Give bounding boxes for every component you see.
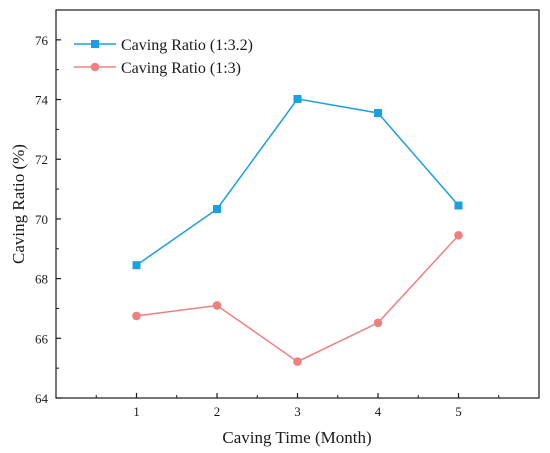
legend-label: Caving Ratio (1:3) xyxy=(121,60,241,77)
x-tick-label: 1 xyxy=(133,404,140,419)
data-point xyxy=(213,301,222,310)
legend-marker xyxy=(91,63,100,72)
data-point xyxy=(213,205,221,213)
data-point xyxy=(455,201,463,209)
x-tick-label: 2 xyxy=(214,404,221,419)
x-tick-label: 4 xyxy=(375,404,382,419)
data-point xyxy=(454,231,463,240)
legend-marker xyxy=(91,40,99,48)
y-tick-label: 64 xyxy=(35,391,49,406)
y-tick-label: 66 xyxy=(35,331,49,346)
x-tick-label: 5 xyxy=(455,404,462,419)
series-line xyxy=(137,99,459,265)
y-axis-ticks: 64 66 68 70 72 74 76 xyxy=(35,33,61,406)
data-point xyxy=(293,357,302,366)
data-point xyxy=(132,312,141,321)
data-point xyxy=(133,261,141,269)
y-tick-label: 68 xyxy=(35,272,48,287)
x-tick-label: 3 xyxy=(294,404,301,419)
legend-label: Caving Ratio (1:3.2) xyxy=(121,37,253,54)
legend-item: Caving Ratio (1:3) xyxy=(74,60,241,77)
y-axis-title: Caving Ratio (%) xyxy=(9,144,28,264)
legend-item: Caving Ratio (1:3.2) xyxy=(74,37,253,54)
series-line xyxy=(137,235,459,361)
x-axis-ticks: 1 2 3 4 5 xyxy=(96,393,499,419)
x-axis-title: Caving Time (Month) xyxy=(222,428,371,447)
y-tick-label: 70 xyxy=(35,212,48,227)
series-1 xyxy=(133,95,463,269)
legend: Caving Ratio (1:3.2) Caving Ratio (1:3) xyxy=(74,37,253,77)
y-tick-label: 74 xyxy=(35,93,49,108)
data-point xyxy=(374,109,382,117)
series-layer xyxy=(132,95,463,366)
series-2 xyxy=(132,231,463,366)
data-point xyxy=(294,95,302,103)
y-tick-label: 76 xyxy=(35,33,49,48)
y-tick-label: 72 xyxy=(35,152,48,167)
data-point xyxy=(374,318,383,327)
